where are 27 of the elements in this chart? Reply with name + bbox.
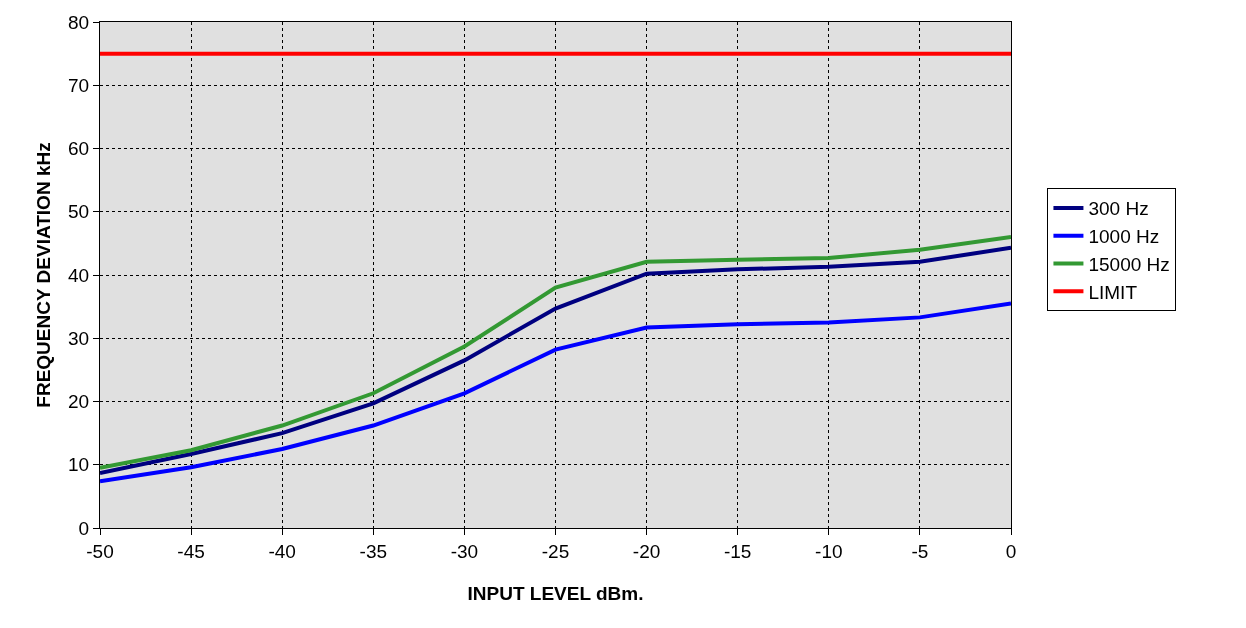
x-tick-label: -40 xyxy=(268,540,296,562)
x-tick-label: -5 xyxy=(911,540,929,562)
x-tick-label: -10 xyxy=(815,540,843,562)
y-tick-label: 40 xyxy=(68,264,90,286)
legend-label: 1000 Hz xyxy=(1088,226,1160,248)
x-tick-label: -15 xyxy=(723,540,752,562)
y-axis-title: FREQUENCY DEVIATION kHz xyxy=(32,142,54,408)
y-tick-label: 70 xyxy=(68,74,90,96)
x-axis-title: INPUT LEVEL dBm. xyxy=(467,582,644,604)
x-tick-label: -35 xyxy=(359,540,388,562)
y-tick-label: 20 xyxy=(68,391,90,413)
y-tick-label: 60 xyxy=(68,138,90,160)
legend-label: 15000 Hz xyxy=(1088,253,1170,275)
y-tick-label: 10 xyxy=(68,454,90,476)
y-tick-label: 50 xyxy=(68,201,90,223)
x-tick-label: -45 xyxy=(177,540,205,562)
y-tick-label: 30 xyxy=(68,327,90,349)
x-tick-label: -30 xyxy=(450,540,479,562)
y-tick-label: 0 xyxy=(78,517,90,539)
x-tick-label: -20 xyxy=(632,540,661,562)
legend-label: LIMIT xyxy=(1088,281,1138,303)
x-tick-label: 0 xyxy=(1005,540,1017,562)
x-tick-label: -50 xyxy=(86,540,114,562)
line-series xyxy=(100,301,1011,484)
legend-label: 300 Hz xyxy=(1088,198,1149,220)
x-tick-label: -25 xyxy=(541,540,570,562)
y-tick-label: 80 xyxy=(68,11,90,33)
